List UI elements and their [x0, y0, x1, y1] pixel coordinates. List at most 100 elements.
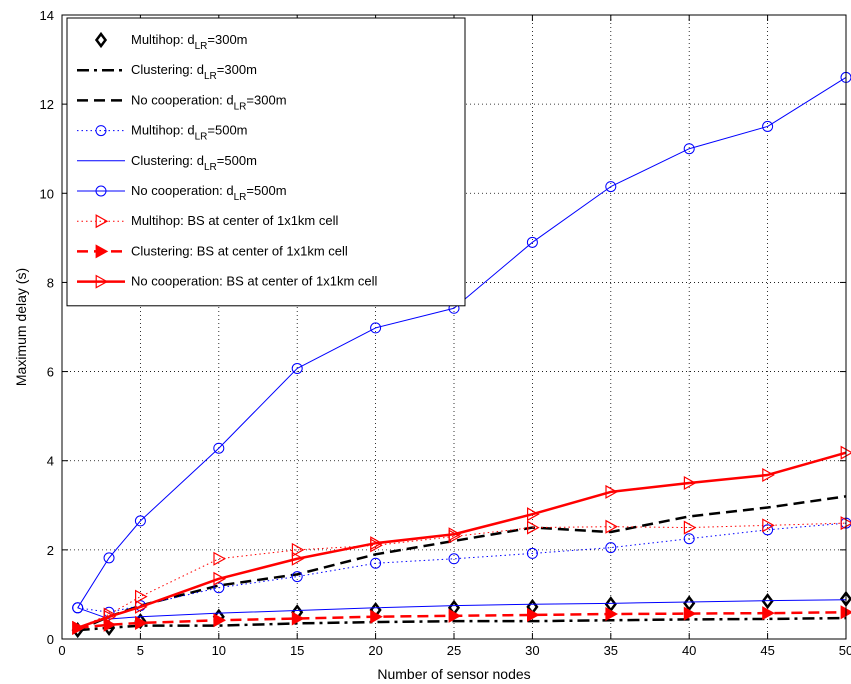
x-tick-label: 35 — [604, 643, 618, 658]
triangle-marker — [370, 536, 383, 551]
legend-label: No cooperation: BS at center of 1x1km ce… — [131, 274, 378, 289]
triangle-marker — [213, 571, 227, 586]
x-axis-label: Number of sensor nodes — [377, 666, 530, 682]
triangle-marker — [526, 607, 540, 622]
legend-entry: Clustering: dLR=300m — [77, 62, 257, 82]
legend-label: No cooperation: dLR=300m — [131, 92, 287, 112]
triangle-marker — [762, 606, 775, 621]
circle-marker — [683, 533, 695, 545]
legend-entry: Multihop: dLR=500m — [77, 123, 248, 143]
x-tick-label: 10 — [212, 643, 226, 658]
circle-marker — [448, 553, 460, 565]
triangle-marker — [683, 606, 697, 621]
x-tick-label: 15 — [290, 643, 304, 658]
series-line — [77, 522, 847, 613]
circle-marker — [291, 571, 303, 583]
y-tick-label: 0 — [47, 632, 54, 647]
triangle-marker — [291, 551, 305, 566]
legend-label: Multihop: dLR=500m — [131, 123, 248, 143]
circle-marker — [72, 602, 84, 614]
axis-ticks: 0 5 10 15 20 25 30 35 40 45 50 0 2 4 6 8 10 12 14 — [40, 8, 851, 658]
x-tick-label: 45 — [760, 643, 774, 658]
y-tick-label: 6 — [47, 365, 54, 380]
circle-marker — [762, 120, 774, 132]
x-tick-label: 5 — [137, 643, 144, 658]
legend-label: Multihop: dLR=300m — [131, 32, 248, 52]
circle-marker — [291, 362, 303, 374]
triangle-marker — [135, 615, 148, 630]
triangle-marker — [103, 609, 117, 624]
triangle-marker — [605, 519, 619, 534]
series-line — [77, 76, 847, 609]
x-tick-label: 20 — [368, 643, 382, 658]
legend-entry: No cooperation: dLR=500m — [77, 183, 287, 203]
legend-box — [66, 17, 466, 307]
y-axis-label: Maximum delay (s) — [13, 268, 29, 386]
y-tick-label: 8 — [47, 275, 54, 290]
triangle-marker — [605, 484, 619, 499]
triangle-marker — [95, 244, 109, 259]
y-tick-label: 4 — [47, 454, 54, 469]
circle-marker — [213, 442, 225, 454]
circle-marker — [370, 557, 382, 569]
triangle-marker — [762, 518, 775, 533]
y-tick-label: 2 — [47, 543, 54, 558]
triangle-marker — [448, 608, 462, 623]
x-tick-label: 0 — [58, 643, 65, 658]
y-tick-label: 14 — [40, 8, 54, 23]
legend-label: Clustering: dLR=500m — [131, 153, 257, 173]
triangle-marker — [291, 611, 305, 626]
y-tick-label: 12 — [40, 97, 54, 112]
legend-label: Clustering: BS at center of 1x1km cell — [131, 243, 348, 258]
series-layer — [71, 71, 851, 639]
circle-marker — [526, 236, 538, 248]
triangle-marker — [526, 507, 540, 522]
triangle-marker — [762, 467, 775, 482]
triangle-marker — [683, 520, 697, 535]
series-7 — [72, 605, 851, 635]
x-tick-label: 50 — [839, 643, 851, 658]
triangle-marker — [95, 274, 109, 289]
triangle-marker — [840, 516, 851, 531]
triangle-marker — [95, 214, 109, 229]
triangle-marker — [213, 551, 227, 566]
triangle-marker — [605, 607, 619, 622]
legend-entry: Clustering: BS at center of 1x1km cell — [77, 243, 348, 259]
triangle-marker — [213, 613, 227, 628]
circle-marker — [526, 547, 538, 559]
triangle-marker — [135, 599, 148, 614]
circle-marker — [370, 322, 382, 334]
circle-marker — [605, 181, 617, 193]
circle-marker — [103, 552, 115, 564]
circle-marker — [134, 515, 146, 527]
legend-entry: Clustering: dLR=500m — [77, 153, 257, 173]
triangle-marker — [72, 620, 85, 635]
x-tick-label: 25 — [447, 643, 461, 658]
legend-entry: No cooperation: BS at center of 1x1km ce… — [77, 274, 378, 289]
triangle-marker — [370, 609, 383, 624]
legend-label: Multihop: BS at center of 1x1km cell — [131, 213, 338, 228]
y-tick-label: 10 — [40, 186, 54, 201]
legend-entry: No cooperation: dLR=300m — [77, 92, 287, 112]
legend-entry: Multihop: BS at center of 1x1km cell — [77, 213, 338, 229]
legend: Multihop: dLR=300m Clustering: dLR=300m No… — [66, 17, 466, 307]
x-tick-label: 40 — [682, 643, 696, 658]
triangle-marker — [683, 475, 697, 491]
triangle-marker — [291, 542, 305, 557]
legend-label: Clustering: dLR=300m — [131, 62, 257, 82]
diamond-marker — [683, 595, 696, 612]
legend-entry: Multihop: dLR=300m — [94, 31, 248, 52]
triangle-marker — [448, 527, 462, 542]
x-tick-label: 30 — [525, 643, 539, 658]
circle-marker — [683, 143, 695, 155]
triangle-marker — [135, 589, 148, 604]
series-8 — [72, 445, 851, 635]
legend-label: No cooperation: dLR=500m — [131, 183, 287, 203]
triangle-marker — [526, 520, 540, 535]
circle-marker — [95, 185, 107, 197]
triangle-marker — [840, 445, 851, 460]
diamond-marker — [94, 31, 108, 49]
circle-marker — [605, 542, 617, 554]
circle-marker — [95, 125, 107, 137]
